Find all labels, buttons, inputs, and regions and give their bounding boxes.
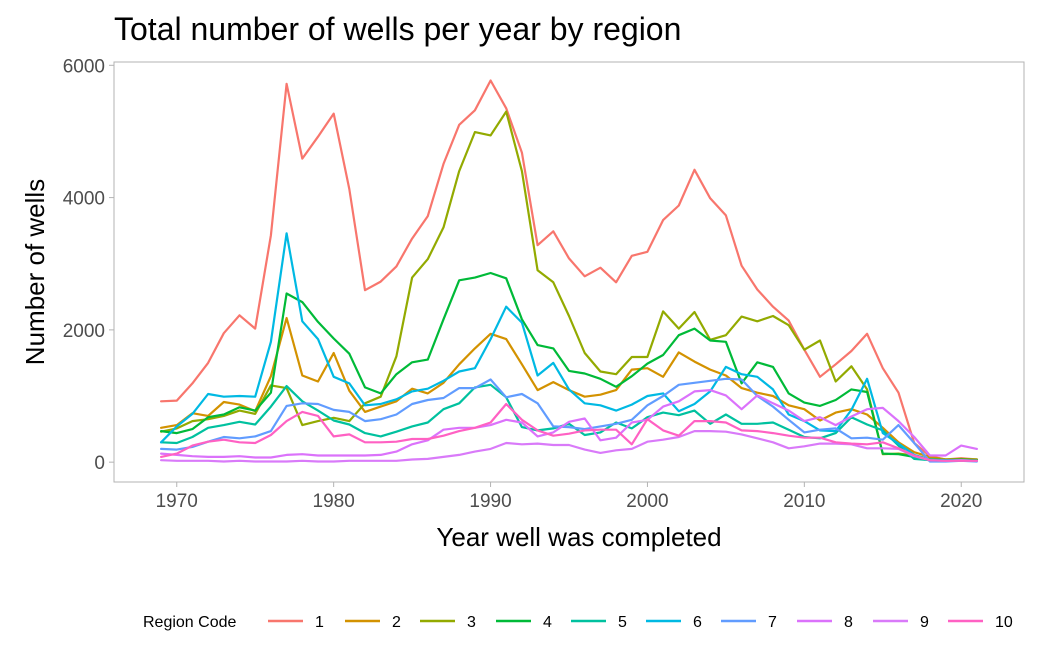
chart-title: Total number of wells per year by region xyxy=(114,11,681,47)
y-tick-label: 2000 xyxy=(63,321,105,342)
series-line-region-10 xyxy=(160,402,979,462)
legend-title: Region Code xyxy=(143,614,237,631)
series-line-region-7 xyxy=(160,377,979,463)
x-tick-label: 1990 xyxy=(469,491,511,512)
x-tick-label: 2010 xyxy=(783,491,825,512)
series-line-region-8 xyxy=(160,389,979,459)
legend-label-region-6: 6 xyxy=(693,614,702,631)
y-tick-label: 6000 xyxy=(63,56,105,77)
series-line-region-1 xyxy=(160,79,979,461)
legend-label-region-9: 9 xyxy=(920,614,929,631)
series-line-region-3 xyxy=(160,110,979,461)
series-line-region-5 xyxy=(160,383,979,462)
legend-label-region-5: 5 xyxy=(618,614,627,631)
series-line-region-4 xyxy=(160,271,979,462)
legend-label-region-8: 8 xyxy=(844,614,853,631)
legend-label-region-7: 7 xyxy=(768,614,777,631)
legend-label-region-2: 2 xyxy=(392,614,401,631)
plot-panel xyxy=(113,61,1025,483)
x-axis-title: Year well was completed xyxy=(436,522,721,552)
y-tick-label: 4000 xyxy=(63,189,105,210)
series-layer xyxy=(160,79,979,463)
y-axis-title: Number of wells xyxy=(20,179,50,365)
x-tick-label: 2020 xyxy=(940,491,982,512)
x-tick-label: 1980 xyxy=(313,491,355,512)
legend-label-region-3: 3 xyxy=(467,614,476,631)
series-line-region-6 xyxy=(160,232,979,462)
y-tick-label: 0 xyxy=(94,453,105,474)
x-tick-label: 1970 xyxy=(156,491,198,512)
y-axis: 0 2000 4000 6000 xyxy=(63,56,114,474)
legend-label-region-1: 1 xyxy=(315,614,324,631)
legend-label-region-4: 4 xyxy=(543,614,552,631)
legend-label-region-10: 10 xyxy=(995,614,1013,631)
x-tick-label: 2000 xyxy=(626,491,668,512)
x-axis: 1970 1980 1990 2000 2010 2020 xyxy=(156,482,982,512)
legend: Region Code 1 2 3 4 5 6 7 8 9 10 xyxy=(143,614,1013,631)
